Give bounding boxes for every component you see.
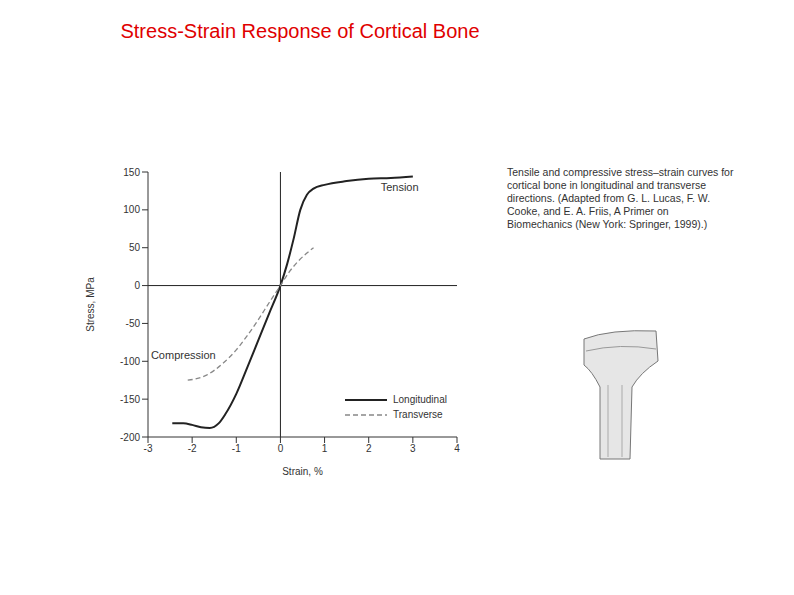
svg-text:100: 100 [123,204,140,215]
svg-text:-1: -1 [232,443,241,454]
svg-text:Compression: Compression [151,349,216,361]
svg-text:-200: -200 [120,432,140,443]
svg-text:Stress, MPa: Stress, MPa [85,277,96,332]
svg-text:3: 3 [410,443,416,454]
svg-text:-3: -3 [144,443,153,454]
html-text:Longitudinal: Longitudinal [393,394,447,405]
svg-text:2: 2 [366,443,372,454]
svg-text:-2: -2 [188,443,197,454]
svg-text:-150: -150 [120,394,140,405]
svg-text:Strain, %: Strain, % [282,466,323,477]
svg-text:Tension: Tension [381,181,419,193]
svg-text:4: 4 [454,443,460,454]
svg-text:0: 0 [134,280,140,291]
svg-text:50: 50 [129,242,141,253]
svg-text:-50: -50 [126,318,141,329]
html-text:Stress-Strain Response of Cort: Stress-Strain Response of Cortical Bone [120,20,480,42]
html-text:Tensile and compressive stress: Tensile and compressive stress–strain cu… [507,166,734,230]
html-text:Transverse: Transverse [393,409,443,420]
svg-text:1: 1 [322,443,328,454]
svg-text:-100: -100 [120,356,140,367]
svg-text:150: 150 [123,167,140,178]
svg-text:0: 0 [278,443,284,454]
